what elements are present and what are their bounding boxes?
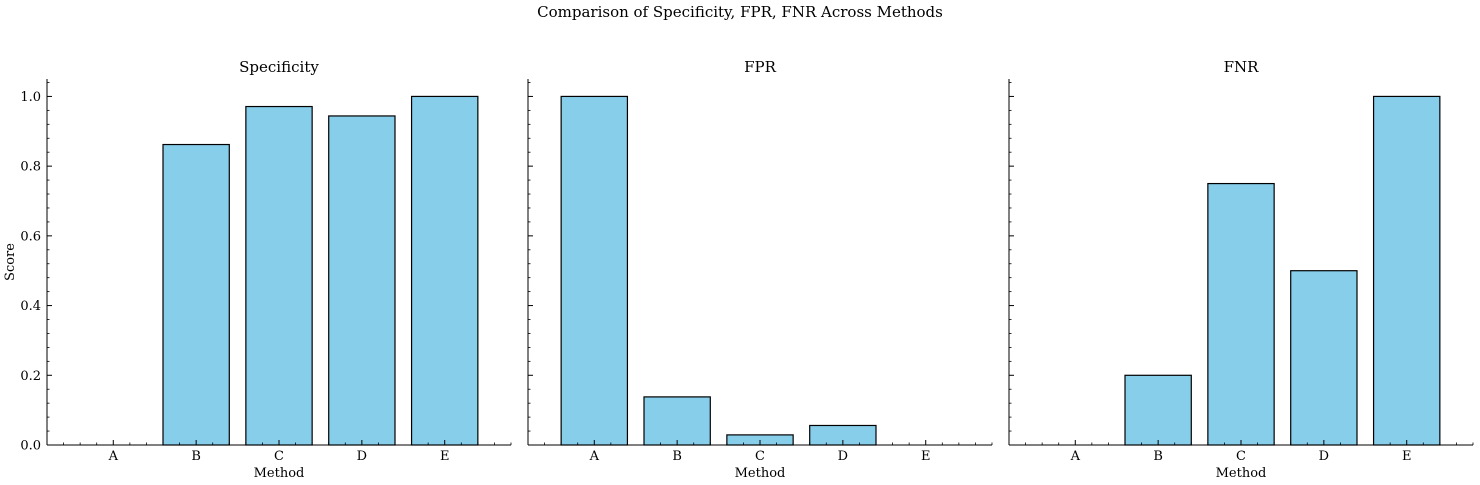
x-tick-label: A — [589, 449, 600, 464]
figure-title: Comparison of Specificity, FPR, FNR Acro… — [537, 3, 943, 21]
x-axis-label: Method — [1216, 466, 1267, 481]
x-tick-label: D — [838, 449, 848, 464]
x-tick-label: A — [108, 449, 119, 464]
panel-title: Specificity — [239, 58, 319, 76]
y-tick-label: 1.0 — [20, 90, 41, 105]
panel-specificity: 0.0 0.2 0.4 0.6 0.8 1.0 A B C D E Specificity Method… — [3, 58, 512, 481]
panel-fpr: A B C D E FPR Method — [527, 58, 993, 481]
x-tick-label: B — [191, 449, 201, 464]
x-tick-label: B — [1153, 449, 1163, 464]
x-axis-label: Method — [735, 466, 786, 481]
y-axis-label: Score — [3, 243, 18, 281]
y-tick-label: 0.2 — [20, 369, 41, 384]
bar-c — [245, 105, 313, 446]
y-tick-label: 0.8 — [20, 160, 41, 175]
x-tick-label: C — [755, 449, 765, 464]
y-tick-label: 0.6 — [20, 229, 41, 244]
bar-b — [643, 396, 711, 446]
x-tick-label: B — [672, 449, 682, 464]
x-axis-label: Method — [254, 466, 305, 481]
panel-title: FPR — [744, 58, 777, 76]
bar-d — [1290, 270, 1358, 446]
bar-e — [1372, 95, 1441, 446]
panel-fnr: A B C D E FNR Method — [1008, 58, 1474, 481]
y-tick-label: 0.4 — [20, 299, 41, 314]
bar-b — [162, 143, 230, 446]
x-tick-label: C — [274, 449, 284, 464]
x-tick-label: D — [1319, 449, 1329, 464]
bar-d — [328, 115, 396, 446]
bar-a — [560, 95, 629, 446]
bar-e — [410, 95, 479, 446]
x-tick-label: D — [357, 449, 367, 464]
bar-c — [1207, 182, 1275, 446]
y-tick-label: 0.0 — [20, 439, 41, 454]
x-tick-label: E — [1402, 449, 1412, 464]
bar-b — [1124, 374, 1192, 446]
x-tick-label: A — [1070, 449, 1081, 464]
x-tick-label: E — [440, 449, 450, 464]
x-tick-label: E — [921, 449, 931, 464]
x-tick-label: C — [1236, 449, 1246, 464]
panel-title: FNR — [1224, 58, 1260, 76]
